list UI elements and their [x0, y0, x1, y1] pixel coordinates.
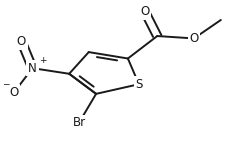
Text: +: +: [39, 56, 46, 65]
Text: S: S: [135, 78, 143, 91]
Text: Br: Br: [72, 116, 86, 129]
Text: O: O: [17, 35, 26, 48]
Text: −: −: [2, 80, 9, 89]
Text: O: O: [140, 6, 150, 18]
Text: N: N: [28, 62, 37, 75]
Text: O: O: [189, 32, 199, 45]
Text: O: O: [10, 86, 19, 99]
